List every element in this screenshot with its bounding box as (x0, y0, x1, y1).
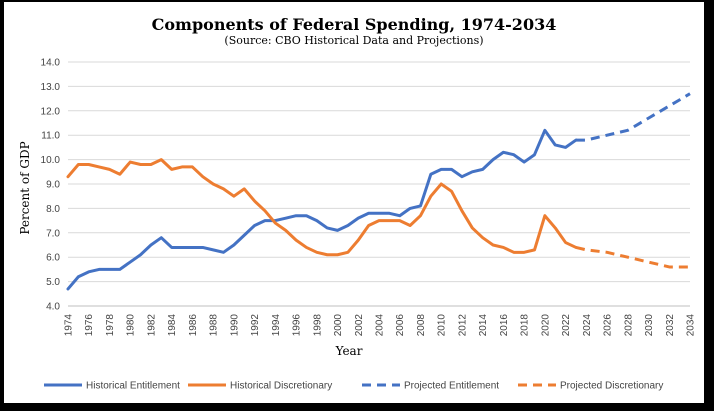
y-tick-label: 12.0 (41, 106, 61, 117)
x-tick-label: 1980 (126, 314, 137, 337)
y-tick-label: 11.0 (41, 131, 60, 142)
x-tick-label: 1982 (146, 314, 157, 337)
y-tick-label: 7.0 (46, 228, 60, 239)
y-tick-label: 4.0 (46, 302, 60, 313)
x-tick-label: 2034 (686, 314, 697, 337)
x-tick-label: 2024 (582, 314, 593, 337)
x-axis-title: Year (335, 344, 363, 358)
x-tick-label: 1986 (188, 314, 199, 337)
x-tick-label: 1992 (250, 314, 261, 337)
x-tick-label: 2004 (375, 314, 386, 337)
x-tick-label: 2020 (540, 314, 551, 337)
x-tick-label: 2022 (561, 314, 572, 337)
x-tick-label: 2026 (603, 314, 614, 337)
x-tick-label: 1990 (229, 314, 240, 337)
chart-frame: Components of Federal Spending, 1974-203… (4, 2, 704, 403)
x-tick-label: 1988 (209, 314, 220, 337)
legend-label-projected-entitlement: Projected Entitlement (404, 381, 499, 392)
x-axis-ticks: 1974 1976 1978 1980 1982 1984 1986 1988 1990 1992… (64, 314, 697, 337)
x-tick-label: 2028 (623, 314, 634, 337)
x-tick-label: 2012 (457, 314, 468, 337)
y-tick-label: 10.0 (41, 155, 61, 166)
line-chart: Components of Federal Spending, 1974-203… (18, 15, 697, 392)
x-tick-label: 1998 (312, 314, 323, 337)
x-tick-label: 1996 (292, 314, 303, 337)
y-tick-label: 5.0 (46, 277, 60, 288)
y-tick-label: 6.0 (46, 253, 60, 264)
x-tick-label: 2030 (644, 314, 655, 337)
x-tick-label: 2032 (665, 314, 676, 337)
x-tick-label: 2002 (354, 314, 365, 337)
x-tick-label: 1978 (105, 314, 116, 337)
x-tick-label: 2016 (499, 314, 510, 337)
projected-entitlement-line (575, 92, 691, 142)
projected-discretionary-line (575, 245, 690, 269)
y-tick-label: 9.0 (46, 180, 60, 191)
y-tick-label: 14.0 (41, 58, 61, 69)
historical-discretionary-line (66, 158, 578, 257)
legend-label-projected-discretionary: Projected Discretionary (560, 381, 663, 392)
y-axis-ticks: 4.0 5.0 6.0 7.0 8.0 9.0 10.0 11.0 12.0 13.0 14.0 (41, 58, 61, 313)
y-tick-label: 8.0 (46, 204, 60, 215)
x-tick-label: 2008 (416, 314, 427, 337)
chart-title: Components of Federal Spending, 1974-203… (152, 15, 557, 34)
series-lines (66, 92, 691, 291)
x-tick-label: 2014 (478, 314, 489, 337)
x-tick-label: 1974 (64, 314, 75, 337)
x-tick-label: 1984 (167, 314, 178, 337)
legend-label-historical-discretionary: Historical Discretionary (230, 381, 332, 392)
y-axis-title: Percent of GDP (18, 141, 32, 234)
y-tick-label: 13.0 (41, 82, 61, 93)
chart-subtitle: (Source: CBO Historical Data and Project… (224, 34, 483, 47)
x-tick-label: 2006 (395, 314, 406, 337)
legend: Historical Entitlement Historical Discret… (44, 381, 663, 392)
x-tick-label: 1976 (84, 314, 95, 337)
legend-label-historical-entitlement: Historical Entitlement (86, 381, 180, 392)
gridlines (68, 61, 690, 307)
x-tick-label: 2018 (520, 314, 531, 337)
historical-entitlement-line (66, 128, 578, 291)
x-tick-label: 2010 (437, 314, 448, 337)
x-tick-label: 2000 (333, 314, 344, 337)
x-tick-label: 1994 (271, 314, 282, 337)
